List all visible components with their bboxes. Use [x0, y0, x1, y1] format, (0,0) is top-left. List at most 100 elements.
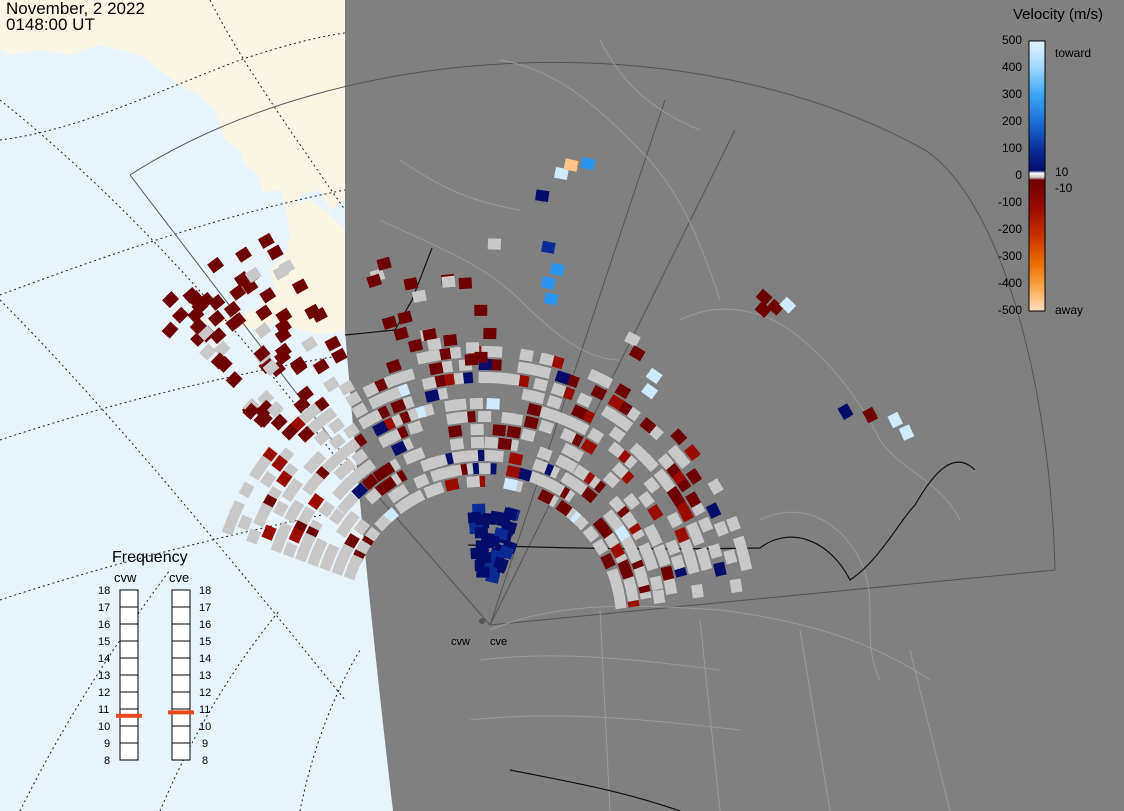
- scatter-cell: [407, 338, 424, 353]
- radar-site-marker: [479, 618, 485, 624]
- velocity-tick: -100: [997, 195, 1022, 209]
- scatter-cell: [725, 515, 741, 533]
- scatter-cell: [779, 296, 797, 314]
- scatter-cell: [540, 276, 556, 290]
- scatter-cell: [523, 415, 539, 430]
- scatter-cell: [606, 568, 622, 584]
- scatter-cell: [607, 441, 625, 459]
- velocity-tick: 300: [1001, 87, 1022, 101]
- scatter-cell: [713, 561, 727, 577]
- scatter-cell: [643, 476, 661, 494]
- scatter-cell: [161, 321, 179, 339]
- scatter-cell: [362, 382, 380, 398]
- scatter-cell: [209, 327, 227, 345]
- scatter-cell: [653, 544, 669, 561]
- scatter-cell: [313, 429, 331, 446]
- scatter-cell: [563, 158, 579, 172]
- scatter-cell: [624, 331, 641, 348]
- scatter-cell: [402, 449, 420, 465]
- scatter-cell: [458, 277, 473, 290]
- scatter-cell: [554, 166, 569, 181]
- scatter-cell: [182, 286, 200, 304]
- frequency-tick-left: 18: [98, 585, 111, 597]
- scatter-cell: [257, 389, 275, 407]
- scatter-cell: [629, 442, 647, 460]
- scatter-cell: [290, 358, 308, 376]
- scatter-cell: [443, 333, 458, 347]
- frequency-tick-left: 11: [98, 704, 110, 716]
- scatter-cell: [259, 470, 277, 488]
- velocity-legend-title: Velocity (m/s): [1013, 6, 1104, 23]
- scatter-cell: [397, 310, 413, 325]
- scatter-cell: [645, 367, 663, 385]
- scatter-cell: [210, 352, 228, 370]
- scatter-cell: [535, 189, 550, 203]
- scatter-cell: [633, 565, 648, 582]
- frequency-tick-right: 8: [202, 755, 209, 767]
- scatter-cell: [476, 566, 490, 578]
- scatter-cell: [343, 422, 360, 440]
- scatter-cell: [296, 385, 314, 403]
- scatter-cell: [592, 538, 609, 556]
- velocity-cells: [161, 156, 915, 610]
- frequency-tick-right: 14: [199, 653, 212, 665]
- scatter-cell: [261, 524, 277, 541]
- frequency-tick-left: 9: [104, 738, 111, 750]
- scatter-cell: [600, 552, 616, 570]
- frequency-tick-left: 12: [98, 687, 111, 699]
- scatter-cell: [754, 301, 772, 319]
- scatter-cell: [538, 419, 555, 435]
- political-borders: [379, 39, 961, 811]
- scatter-cell: [587, 427, 605, 444]
- scatter-cell: [550, 382, 567, 398]
- scatter-cell: [345, 391, 362, 408]
- scatter-cell: [527, 470, 544, 486]
- scatter-cell: [500, 411, 516, 425]
- scatter-cell: [666, 511, 683, 529]
- scatter-cell: [536, 446, 553, 462]
- scatter-cell: [652, 589, 666, 604]
- scatter-cell: [517, 361, 532, 375]
- scatter-cell: [587, 368, 604, 385]
- scatter-cell: [351, 402, 369, 419]
- scatter-cell: [541, 240, 556, 254]
- scatter-cell: [332, 483, 349, 501]
- scatter-cell: [492, 424, 507, 437]
- scatter-cell: [516, 467, 533, 482]
- scatter-cell: [229, 312, 247, 329]
- frequency-marker-cve: [168, 710, 194, 715]
- scatter-cell: [275, 318, 292, 335]
- scatter-cell: [623, 492, 640, 510]
- scatter-cell: [244, 266, 262, 284]
- scatter-cell: [422, 327, 438, 342]
- scatter-cell: [705, 502, 722, 519]
- scatter-cell: [284, 506, 300, 524]
- scatter-cell: [483, 327, 497, 340]
- scatter-cell: [508, 452, 524, 466]
- scatter-cell: [368, 393, 385, 410]
- scatter-cell: [469, 397, 484, 410]
- scatter-cell: [253, 410, 271, 428]
- scatter-cell: [189, 317, 207, 335]
- scatter-cell: [337, 497, 354, 515]
- scatter-cell: [520, 428, 536, 443]
- scatter-cell: [281, 423, 299, 441]
- scatter-cell: [302, 478, 319, 496]
- scatter-cell: [387, 486, 405, 504]
- scatter-cell: [657, 453, 675, 471]
- scatter-cell: [486, 397, 500, 410]
- scatter-cell: [351, 482, 369, 500]
- scatter-cell: [331, 559, 347, 576]
- frequency-marker-cvw: [116, 713, 142, 718]
- scatter-cell: [441, 465, 457, 479]
- scatter-cell: [691, 584, 704, 599]
- scatter-cell: [475, 513, 489, 525]
- latlon-grid: [0, 0, 361, 811]
- scatter-cell: [307, 550, 323, 567]
- scatter-cell: [335, 521, 353, 538]
- scatter-cell: [366, 273, 383, 289]
- scatter-cell: [390, 398, 407, 414]
- scatter-cell: [385, 358, 402, 374]
- velocity-tick: 0: [1015, 168, 1022, 182]
